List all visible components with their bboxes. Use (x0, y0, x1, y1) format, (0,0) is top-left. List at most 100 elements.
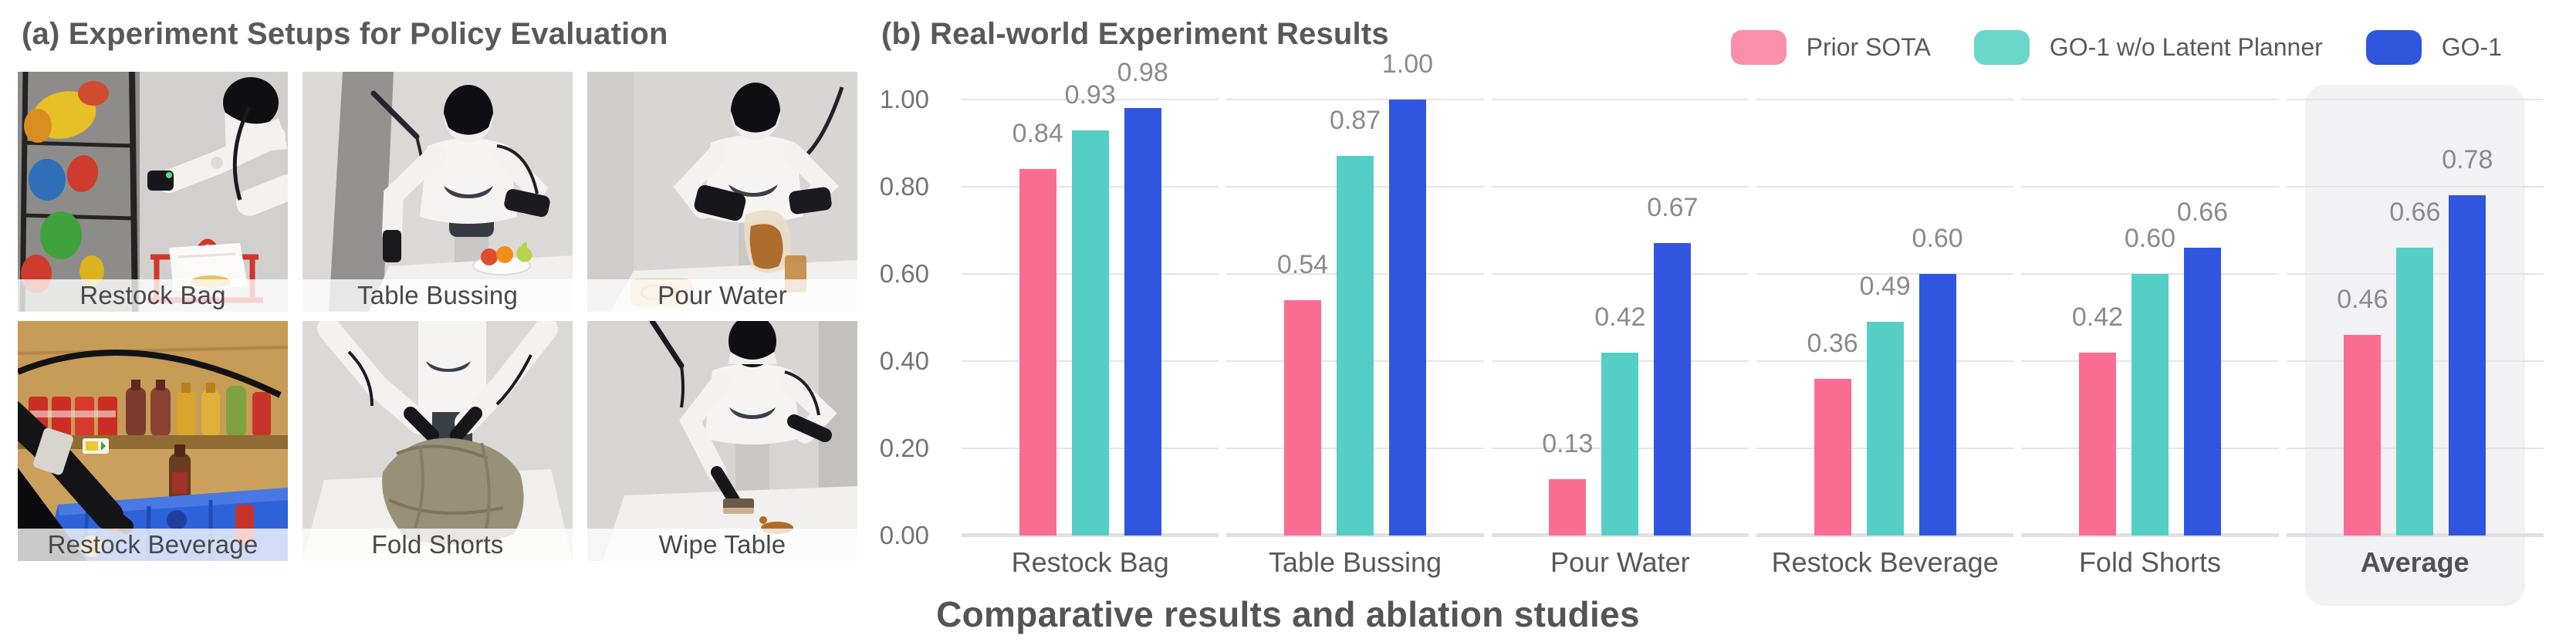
y-tick-label: 0.40 (879, 346, 929, 375)
photo-illustration-table-bussing (303, 72, 573, 312)
bar-value-label: 0.78 (2442, 145, 2493, 175)
bar-prior-sota (1814, 378, 1851, 536)
y-axis: 0.00 0.20 0.40 0.60 0.80 1.00 (833, 85, 946, 549)
barwrap: 0.98 (1117, 58, 1168, 536)
barwrap: 0.78 (2442, 100, 2493, 536)
bar-go-1-w-o-latent-planner (2396, 248, 2434, 536)
bar-go-1 (1918, 274, 1956, 536)
bar-value-label: 0.66 (2389, 198, 2441, 228)
bar-value-label: 0.54 (1276, 249, 1329, 279)
barwrap: 0.66 (2177, 100, 2228, 536)
bar-value-label: 0.42 (1594, 302, 1646, 332)
bar-go-1 (1124, 108, 1161, 536)
bar-value-label: 0.67 (1647, 193, 1699, 223)
y-tick-label: 1.00 (879, 85, 929, 113)
gridline (1756, 273, 2014, 275)
photo-illustration-wipe-table (587, 321, 857, 561)
figure-caption: Comparative results and ablation studies (936, 594, 1640, 634)
photo-wipe-table: Wipe Table (587, 321, 857, 561)
y-tick-label: 0.20 (879, 434, 929, 462)
x-axis-label-fold-shorts: Fold Shorts (2078, 546, 2222, 578)
experiment-photo-grid: Restock Bag Table Bussing Pour Water (18, 72, 857, 561)
legend-label: GO-1 w/o Latent Planner (2049, 33, 2323, 61)
photo-label: Pour Water (587, 279, 857, 312)
bar-go-1 (1654, 243, 1692, 536)
barwrap: 0.93 (1065, 80, 1116, 536)
bar-go-1 (2183, 248, 2221, 536)
bar-group-average: 0.46 0.66 0.78 Average (2286, 99, 2544, 578)
barwrap: 0.60 (2125, 100, 2175, 536)
barwrap: 0.84 (1012, 100, 1063, 536)
gridline (2286, 99, 2544, 100)
bar-value-label: 0.46 (2337, 285, 2388, 315)
photo-label: Wipe Table (587, 529, 857, 561)
barwrap: 0.36 (1807, 100, 1858, 536)
barwrap: 0.42 (1594, 100, 1645, 536)
bar-group-fold-shorts: 0.42 0.60 0.66 Fold Shorts (2021, 99, 2279, 578)
barwrap: 0.67 (1647, 100, 1698, 536)
photo-restock-bag: Restock Bag (18, 72, 288, 312)
photo-illustration-restock-beverage (18, 321, 288, 561)
barwrap: 1.00 (1382, 49, 1433, 536)
bar-value-label: 0.84 (1012, 119, 1063, 149)
barwrap: 0.42 (2072, 100, 2123, 536)
gridline (2021, 99, 2279, 100)
legend-item: GO-1 (2365, 30, 2502, 65)
chart-legend: Prior SOTA GO-1 w/o Latent Planner GO-1 (1730, 30, 2502, 65)
gridline (1491, 99, 1749, 100)
legend-label: GO-1 (2441, 33, 2502, 61)
legend-item: GO-1 w/o Latent Planner (1973, 30, 2323, 65)
x-axis-label-average: Average (2360, 546, 2470, 578)
legend-swatch-icon (1973, 30, 2030, 65)
x-axis-label-table-bussing: Table Bussing (1268, 546, 1442, 578)
gridline (1756, 186, 2014, 188)
bar-go-1-w-o-latent-planner (1601, 352, 1639, 536)
legend-item: Prior SOTA (1730, 30, 1931, 65)
photo-pour-water: Pour Water (587, 72, 857, 312)
gridline (1491, 186, 1749, 188)
legend-swatch-icon (2365, 30, 2422, 65)
bar-go-1 (1388, 100, 1426, 536)
bar-value-label: 0.60 (2124, 224, 2176, 253)
bar-value-label: 0.36 (1807, 328, 1858, 358)
photo-illustration-pour-water (587, 72, 857, 312)
photo-table-bussing: Table Bussing (303, 72, 573, 312)
gridline (1491, 273, 1749, 275)
bar-go-1-w-o-latent-planner (1071, 130, 1109, 536)
y-tick-label: 0.00 (879, 521, 929, 549)
barwrap: 0.54 (1277, 100, 1328, 536)
bar-value-label: 0.42 (2071, 302, 2124, 332)
gridline (962, 99, 1219, 100)
photo-restock-beverage: Restock Beverage (18, 321, 288, 561)
photo-illustration-fold-shorts (303, 321, 573, 561)
bar-prior-sota (2344, 335, 2382, 536)
barwrap: 0.13 (1542, 100, 1593, 536)
x-axis-label-restock-bag: Restock Bag (1011, 546, 1169, 578)
gridline (1226, 99, 1484, 100)
y-tick-label: 0.80 (879, 172, 929, 201)
bar-prior-sota (1283, 299, 1321, 536)
bar-value-label: 0.60 (1912, 224, 1963, 253)
bar-value-label: 0.87 (1329, 106, 1381, 136)
gridline (1756, 99, 2014, 100)
y-tick-label: 0.60 (879, 259, 929, 288)
barwrap: 0.60 (1912, 100, 1963, 536)
photo-label: Restock Beverage (18, 529, 288, 561)
bar-go-1-w-o-latent-planner (2131, 274, 2169, 536)
bar-value-label: 0.13 (1542, 428, 1594, 458)
bar-chart-plot: 0.84 0.93 0.98 Restock Bag 0.54 0.87 1.00 Table… (962, 49, 2544, 606)
panel-b-title: (b) Real-world Experiment Results (881, 17, 1389, 51)
photo-illustration-restock-bag (18, 72, 288, 312)
panel-a-title: (a) Experiment Setups for Policy Evaluat… (22, 17, 668, 51)
bar-group-table-bussing: 0.54 0.87 1.00 Table Bussing (1226, 49, 1484, 578)
gridline (2021, 186, 2279, 188)
bar-value-label: 1.00 (1381, 49, 1434, 79)
bar-go-1-w-o-latent-planner (1866, 322, 1904, 536)
bar-group-restock-bag: 0.84 0.93 0.98 Restock Bag (962, 58, 1219, 578)
photo-label: Fold Shorts (303, 529, 573, 561)
bar-prior-sota (2078, 352, 2116, 536)
bar-value-label: 0.98 (1117, 58, 1168, 88)
bar-go-1 (2449, 195, 2486, 536)
bar-prior-sota (1019, 169, 1056, 536)
